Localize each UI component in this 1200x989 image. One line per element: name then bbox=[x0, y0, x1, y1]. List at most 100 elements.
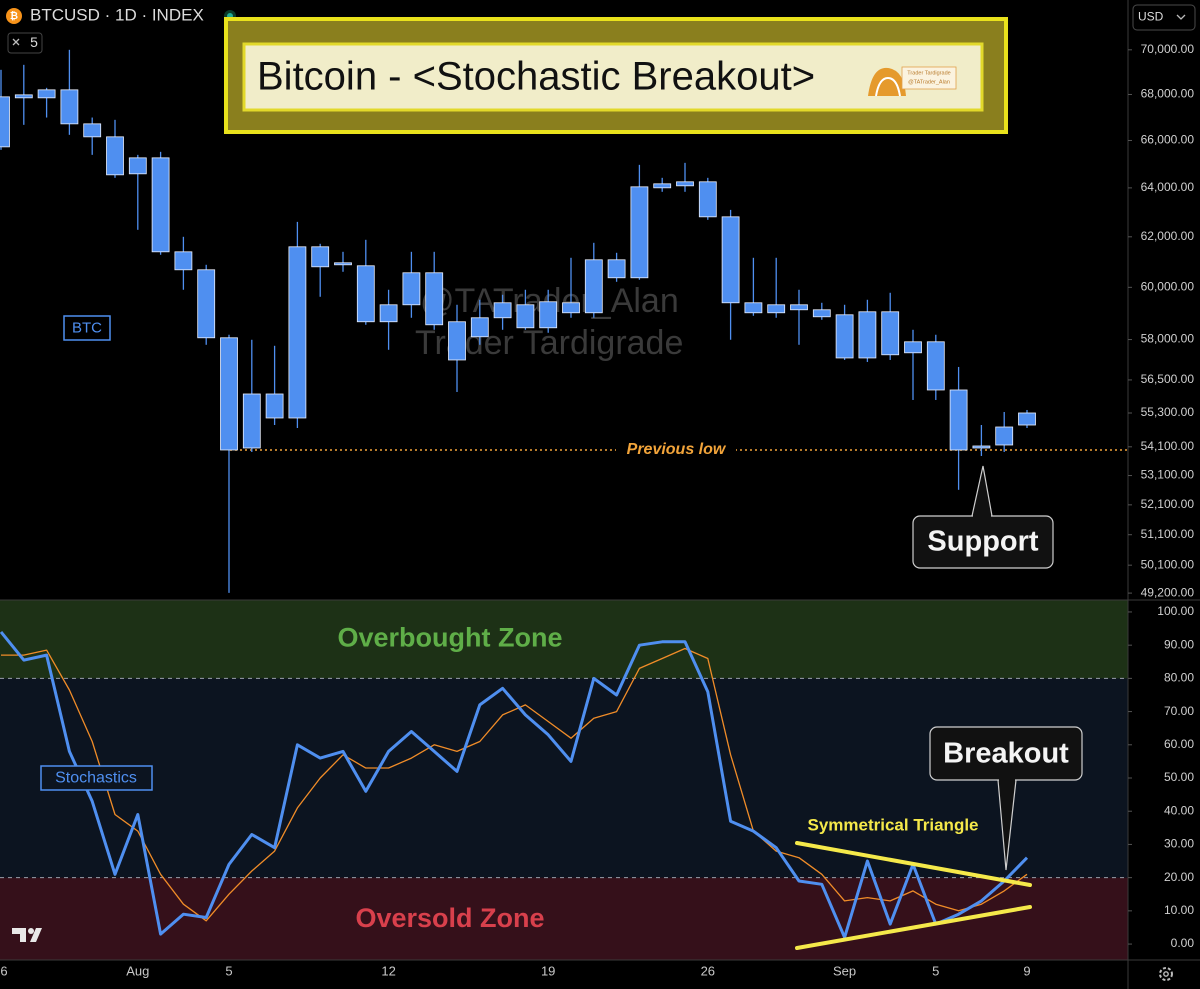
y-tick-label: 100.00 bbox=[1157, 604, 1194, 618]
currency-box[interactable] bbox=[1132, 4, 1196, 31]
candle-body bbox=[0, 96, 10, 148]
pattern-label: Symmetrical Triangle bbox=[807, 815, 978, 834]
y-tick-label: 51,100.00 bbox=[1141, 527, 1195, 541]
y-tick-label: 56,500.00 bbox=[1141, 372, 1195, 386]
x-tick-label: 12 bbox=[381, 963, 395, 978]
breakout-label: Breakout bbox=[943, 738, 1069, 770]
candle-body bbox=[721, 216, 740, 304]
candle-body bbox=[14, 94, 33, 99]
y-tick-label: 10.00 bbox=[1164, 903, 1194, 917]
interval: 5 bbox=[30, 34, 38, 50]
candle-body bbox=[516, 304, 535, 329]
candle-body bbox=[744, 302, 763, 314]
symbol[interactable]: BTCUSD · 1D · INDEX bbox=[30, 5, 204, 24]
y-tick-label: 80.00 bbox=[1164, 671, 1194, 685]
logo-box bbox=[901, 66, 957, 90]
candle-body bbox=[767, 304, 786, 314]
chart-title: Bitcoin - <Stochastic Breakout> bbox=[257, 55, 815, 99]
y-tick-label: 52,100.00 bbox=[1141, 497, 1195, 511]
candle-body bbox=[949, 389, 968, 451]
candle-body bbox=[288, 246, 307, 419]
y-tick-label: 58,000.00 bbox=[1141, 332, 1195, 346]
dropdown-icon bbox=[1176, 14, 1186, 20]
candle-body bbox=[151, 157, 170, 253]
candle-body bbox=[128, 157, 147, 175]
close-icon[interactable] bbox=[12, 38, 20, 46]
y-tick-label: 66,000.00 bbox=[1141, 133, 1195, 147]
candle-body bbox=[972, 445, 991, 449]
candle-body bbox=[83, 123, 102, 138]
candle-body bbox=[812, 309, 831, 318]
candle-body bbox=[37, 89, 56, 99]
candle-body bbox=[402, 272, 421, 306]
callout-join bbox=[999, 778, 1015, 782]
x-tick-label: 6 bbox=[0, 963, 7, 978]
candle-body bbox=[995, 426, 1014, 446]
zone-label: Oversold Zone bbox=[355, 903, 544, 933]
candle-body bbox=[334, 262, 352, 266]
candle-body bbox=[470, 317, 489, 338]
zone bbox=[0, 877, 1128, 960]
reference-label: Previous low bbox=[627, 441, 727, 458]
support-label: Support bbox=[927, 526, 1038, 558]
y-tick-label: 50.00 bbox=[1164, 770, 1194, 784]
coin-icon-glyph: ₿ bbox=[10, 10, 18, 22]
reference-label-bg bbox=[616, 440, 736, 460]
coin-icon bbox=[6, 8, 22, 24]
series-label: Stochastics bbox=[55, 770, 137, 787]
candle-body bbox=[425, 272, 444, 326]
series-label-box bbox=[63, 315, 111, 341]
x-tick-label: 5 bbox=[225, 963, 232, 978]
x-tick-label: 9 bbox=[1023, 963, 1030, 978]
candle-body bbox=[220, 337, 238, 451]
callout-join bbox=[973, 514, 991, 518]
interval-box[interactable] bbox=[7, 32, 43, 54]
candle-body bbox=[106, 136, 124, 176]
settings-icon[interactable] bbox=[1159, 967, 1173, 981]
y-tick-label: 54,100.00 bbox=[1141, 439, 1195, 453]
y-tick-label: 20.00 bbox=[1164, 870, 1194, 884]
y-tick-label: 64,000.00 bbox=[1141, 180, 1195, 194]
y-tick-label: 30.00 bbox=[1164, 837, 1194, 851]
series-label-box bbox=[40, 765, 153, 791]
y-tick-label: 53,100.00 bbox=[1141, 468, 1195, 482]
y-tick-label: 40.00 bbox=[1164, 803, 1194, 817]
currency[interactable]: USD bbox=[1138, 10, 1164, 24]
y-tick-label: 50,100.00 bbox=[1141, 557, 1195, 571]
platform-logo bbox=[12, 928, 42, 942]
candle-body bbox=[493, 302, 512, 319]
candle-body bbox=[356, 265, 375, 323]
y-tick-label: 49,200.00 bbox=[1141, 585, 1195, 599]
candle-body bbox=[265, 393, 284, 419]
zones-layer: Overbought Zone Oversold Zone bbox=[0, 600, 1128, 960]
trendline bbox=[795, 905, 1032, 950]
candle-body bbox=[676, 181, 694, 187]
candle-body bbox=[904, 341, 922, 354]
price-axis-panel bbox=[1128, 0, 1200, 989]
candle-body bbox=[311, 246, 330, 268]
logo-text: Trader Tardigrade bbox=[907, 70, 950, 76]
candle-body bbox=[653, 183, 672, 189]
y-tick-label: 55,300.00 bbox=[1141, 405, 1195, 419]
settings-icon[interactable] bbox=[1163, 971, 1169, 977]
candle-body bbox=[790, 304, 808, 311]
zone bbox=[0, 600, 1128, 679]
candle-body bbox=[835, 314, 854, 359]
y-tick-label: 70.00 bbox=[1164, 704, 1194, 718]
candle-body bbox=[698, 181, 717, 218]
x-tick-label: 19 bbox=[541, 963, 555, 978]
y-tick-label: 60,000.00 bbox=[1141, 279, 1195, 293]
candle-body bbox=[60, 89, 79, 125]
y-tick-label: 62,000.00 bbox=[1141, 229, 1195, 243]
candle-body bbox=[539, 301, 558, 329]
x-tick-label: Sep bbox=[833, 963, 856, 978]
candle-body bbox=[881, 311, 900, 356]
oscillator-line bbox=[0, 630, 1029, 939]
series-label: BTC bbox=[72, 319, 102, 336]
y-tick-label: 70,000.00 bbox=[1141, 42, 1195, 56]
y-tick-label: 68,000.00 bbox=[1141, 87, 1195, 101]
callout-pointer bbox=[971, 465, 993, 517]
x-tick-label: 26 bbox=[701, 963, 715, 978]
